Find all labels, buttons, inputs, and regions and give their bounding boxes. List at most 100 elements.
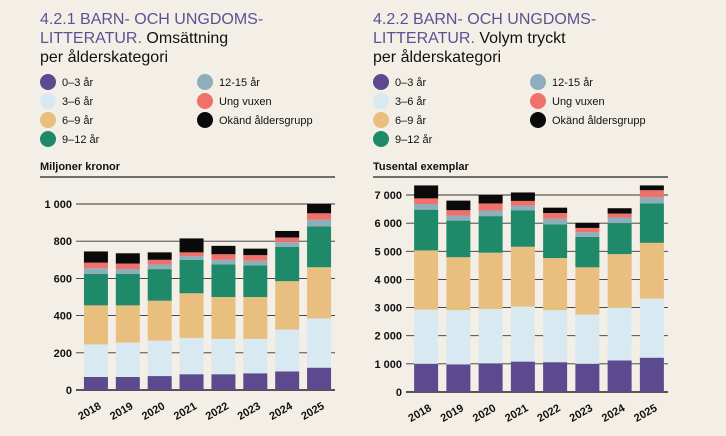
chart-1-bar-2024-series-3 — [275, 246, 300, 282]
chart-2-bar-2018-series-5 — [414, 198, 439, 205]
chart-2-title-accent: LITTERATUR. — [373, 30, 475, 47]
chart-2-bar-2024-series-5 — [607, 213, 632, 218]
chart-2-legend-swatch-0 — [373, 74, 389, 90]
chart-2-bar-2023-series-0 — [575, 363, 600, 392]
chart-2-bar-2018-series-4 — [414, 204, 439, 210]
chart-2-xtick-label-2022: 2022 — [535, 402, 562, 425]
chart-2-ytick-label-1 000: 1 000 — [374, 359, 402, 371]
chart-1-legend-label-1: 3–6 år — [62, 96, 94, 108]
chart-2-legend-label-5: Ung vuxen — [552, 96, 605, 108]
chart-2-title-rest: Volym tryckt — [475, 30, 566, 47]
chart-2-bar-2018-series-3 — [414, 209, 439, 251]
chart-2-bar-2024-series-0 — [607, 360, 632, 392]
chart-2-bar-2018-series-1 — [414, 309, 439, 364]
chart-1-legend-swatch-6 — [197, 112, 213, 128]
chart-1-bar-2022-series-4 — [211, 259, 236, 265]
chart-2-bar-2019-series-1 — [446, 310, 471, 365]
chart-2-legend-label-3: 9–12 år — [395, 134, 433, 146]
chart-2-legend-swatch-2 — [373, 112, 389, 128]
chart-1-xtick-label-2019: 2019 — [108, 400, 135, 423]
chart-1-bar-2025-series-1 — [307, 318, 332, 368]
chart-2-bar-2021-series-3 — [510, 210, 535, 247]
chart-1-bar-2025-series-2 — [307, 267, 332, 319]
chart-2-legend-label-0: 0–3 år — [395, 77, 427, 89]
chart-1-ytick-label-800: 800 — [54, 236, 72, 248]
chart-1-bar-2020-series-4 — [147, 264, 172, 270]
chart-1-xtick-label-2022: 2022 — [204, 400, 231, 423]
chart-2-bar-2024-series-6 — [607, 208, 632, 214]
chart-1-bar-2019-series-4 — [115, 269, 140, 274]
chart-2-title: 4.2.2 BARN- OCH UNGDOMS- LITTERATUR. Vol… — [373, 11, 596, 66]
chart-1-bar-2024-series-2 — [275, 281, 300, 330]
chart-2-bar-2024-series-4 — [607, 217, 632, 224]
chart-2-bar-2022-series-4 — [543, 218, 568, 225]
chart-2-legend-swatch-5 — [530, 93, 546, 109]
chart-1-title-line1: 4.2.1 BARN- OCH UNGDOMS- — [40, 11, 263, 28]
chart-2-ytick-label-5 000: 5 000 — [374, 246, 402, 258]
chart-1-xtick-label-2025: 2025 — [299, 400, 326, 423]
chart-1-bar-2021-series-2 — [179, 293, 204, 338]
chart-2-bar-2021-series-4 — [510, 205, 535, 211]
chart-2-bar-2020-series-3 — [478, 216, 503, 253]
chart-1-bar-2019-series-2 — [115, 305, 140, 343]
chart-2-legend-label-2: 6–9 år — [395, 115, 427, 127]
chart-2-legend-label-1: 3–6 år — [395, 96, 427, 108]
chart-2-legend-label-6: Okänd åldersgrupp — [552, 115, 646, 127]
chart-2-xtick-label-2023: 2023 — [568, 402, 595, 425]
chart-2-bar-2022-series-3 — [543, 224, 568, 259]
chart-1-bar-2018-series-0 — [83, 376, 108, 390]
chart-2-ylabel: Tusental exemplar — [373, 161, 469, 173]
chart-1-bar-2023-series-5 — [243, 255, 268, 261]
chart-1-bar-2019-series-1 — [115, 342, 140, 377]
chart-1-xtick-label-2021: 2021 — [172, 400, 199, 423]
chart-2-bar-2018-series-2 — [414, 250, 439, 310]
chart-1-bar-2023-series-1 — [243, 338, 268, 374]
chart-1-legend-label-4: 12-15 år — [219, 77, 260, 89]
chart-2-bar-2019-series-4 — [446, 215, 471, 221]
chart-2-bar-2018-series-6 — [414, 185, 439, 199]
chart-2-bar-2023-series-1 — [575, 314, 600, 364]
chart-2-bar-2020-series-1 — [478, 308, 503, 364]
chart-1-bar-2020-series-3 — [147, 269, 172, 301]
chart-2-bar-2020-series-6 — [478, 195, 503, 204]
chart-1-bar-2020-series-5 — [147, 259, 172, 265]
chart-1-legend-swatch-1 — [40, 93, 56, 109]
chart-2-bar-2025-series-6 — [639, 185, 664, 191]
chart-2-bar-2019-series-5 — [446, 210, 471, 216]
chart-1-xtick-label-2023: 2023 — [236, 400, 263, 423]
chart-1-bar-2024-series-6 — [275, 230, 300, 238]
chart-1-bar-2024-series-1 — [275, 329, 300, 372]
chart-2-xtick-label-2019: 2019 — [439, 402, 466, 425]
chart-1-bar-2018-series-6 — [83, 251, 108, 263]
chart-2-xtick-label-2021: 2021 — [503, 402, 530, 425]
chart-2-bar-2020-series-4 — [478, 210, 503, 217]
chart-1-xtick-label-2020: 2020 — [140, 400, 167, 423]
chart-2-bar-2025-series-0 — [639, 357, 664, 392]
chart-1-xtick-label-2018: 2018 — [76, 400, 103, 423]
chart-2-title-line2: LITTERATUR. Volym tryckt — [373, 30, 566, 47]
chart-2-bar-2022-series-1 — [543, 310, 568, 363]
chart-1-title-rest: Omsättning — [142, 30, 228, 47]
chart-2-bar-2023-series-4 — [575, 232, 600, 237]
chart-2-bar-2018-series-0 — [414, 363, 439, 392]
chart-2-bar-2021-series-6 — [510, 192, 535, 201]
chart-2-bar-2020-series-5 — [478, 203, 503, 211]
chart-1-bar-2021-series-1 — [179, 337, 204, 375]
chart-2-title-line1: 4.2.2 BARN- OCH UNGDOMS- — [373, 11, 596, 28]
chart-2-ytick-label-6 000: 6 000 — [374, 218, 402, 230]
chart-1-title-line3: per ålderskategori — [40, 48, 168, 66]
chart-1-legend-swatch-3 — [40, 131, 56, 147]
chart-2-bar-2021-series-0 — [510, 361, 535, 392]
chart-1-title: 4.2.1 BARN- OCH UNGDOMS- LITTERATUR. Oms… — [40, 11, 263, 66]
chart-1-legend-swatch-0 — [40, 74, 56, 90]
chart-1-legend-label-6: Okänd åldersgrupp — [219, 115, 313, 127]
chart-1-ytick-label-1 000: 1 000 — [44, 199, 72, 211]
chart-1-bar-2025-series-0 — [307, 367, 332, 390]
chart-2-bar-2021-series-2 — [510, 246, 535, 307]
chart-1-bar-2021-series-6 — [179, 238, 204, 253]
chart-2-legend-swatch-1 — [373, 93, 389, 109]
chart-1-bar-2021-series-3 — [179, 259, 204, 294]
chart-2-bar-2025-series-5 — [639, 190, 664, 198]
chart-1-bar-2019-series-3 — [115, 273, 140, 306]
